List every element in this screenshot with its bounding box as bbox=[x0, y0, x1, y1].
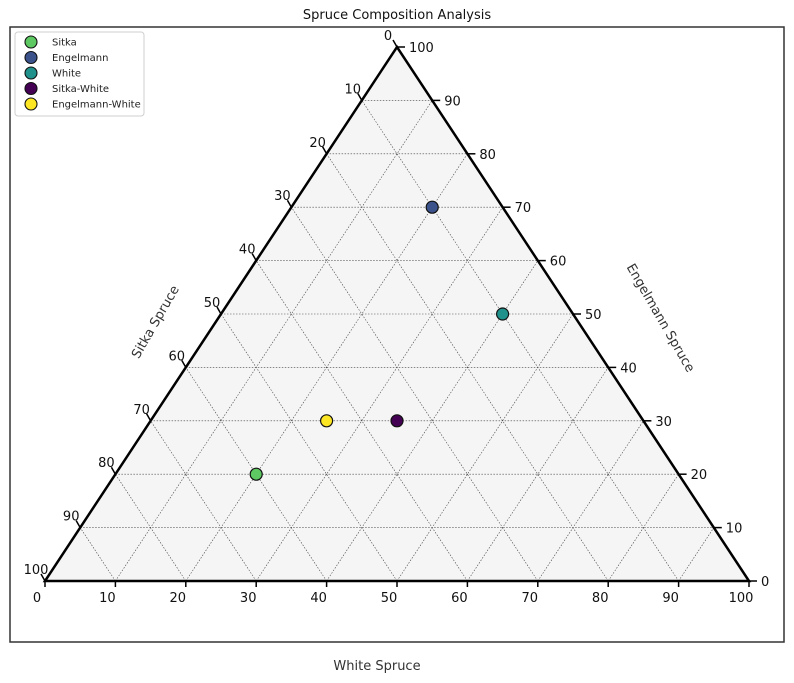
right-tick-label: 70 bbox=[515, 201, 532, 216]
data-point-engelmann bbox=[425, 200, 439, 214]
chart-title: Spruce Composition Analysis bbox=[303, 8, 491, 23]
left-tick-label: 10 bbox=[345, 82, 362, 97]
bottom-tick-label: 0 bbox=[33, 591, 41, 606]
bottom-tick-label: 40 bbox=[310, 591, 327, 606]
data-point-white bbox=[496, 307, 510, 321]
legend-marker bbox=[24, 66, 38, 80]
grid-line-white bbox=[255, 207, 503, 582]
bottom-tick-label: 100 bbox=[729, 591, 754, 606]
bottom-tick-label: 80 bbox=[592, 591, 609, 606]
right-tick-label: 0 bbox=[761, 575, 769, 590]
bottom-tick-label: 10 bbox=[99, 591, 116, 606]
grid-line-sitka bbox=[115, 474, 187, 582]
left-tick-mark bbox=[251, 253, 257, 261]
bottom-tick-label: 50 bbox=[381, 591, 398, 606]
left-tick-mark bbox=[321, 146, 328, 155]
bottom-tick-label: 60 bbox=[451, 591, 468, 606]
grid-line-sitka bbox=[220, 313, 398, 582]
legend: Sitka Engelmann White Sitka-White Engelmann-… bbox=[14, 31, 145, 117]
left-tick-mark bbox=[145, 413, 152, 422]
legend-marker bbox=[24, 81, 38, 96]
left-tick-label: 60 bbox=[169, 349, 186, 364]
bottom-tick-label: 90 bbox=[662, 591, 679, 606]
legend-box bbox=[14, 31, 145, 117]
right-tick-label: 100 bbox=[409, 41, 434, 56]
left-tick-label: 70 bbox=[133, 403, 150, 418]
legend-marker bbox=[24, 35, 38, 49]
legend-marker bbox=[24, 97, 38, 111]
right-tick-label: 20 bbox=[691, 468, 708, 483]
bottom-tick-label: 20 bbox=[170, 591, 187, 606]
left-tick-mark bbox=[75, 520, 81, 528]
left-tick-label: 30 bbox=[274, 189, 291, 204]
legend-label: Sitka bbox=[52, 38, 77, 49]
left-tick-label: 100 bbox=[24, 563, 49, 578]
right-tick-label: 90 bbox=[444, 94, 461, 109]
data-point-sitka bbox=[249, 467, 263, 481]
data-point-engelmann-white bbox=[320, 414, 334, 428]
right-tick-label: 30 bbox=[655, 415, 672, 430]
data-point-sitka-white bbox=[390, 414, 404, 428]
right-tick-label: 60 bbox=[550, 255, 567, 270]
left-tick-mark bbox=[216, 306, 222, 315]
grid-line-sitka bbox=[185, 367, 327, 582]
left-tick-label: 80 bbox=[98, 456, 115, 471]
triangle-background bbox=[45, 47, 749, 581]
grid-line-sitka bbox=[291, 207, 539, 582]
left-tick-mark bbox=[286, 199, 293, 208]
left-tick-label: 20 bbox=[309, 136, 326, 151]
left-tick-label: 50 bbox=[204, 296, 221, 311]
grid-line-white bbox=[537, 420, 644, 582]
left-tick-mark bbox=[392, 39, 398, 48]
bottom-axis-label: White Spruce bbox=[333, 659, 420, 674]
legend-label: Sitka-White bbox=[52, 84, 109, 95]
grid-line-white bbox=[396, 313, 574, 582]
grid-line-white bbox=[467, 367, 609, 582]
legend-label: Engelmann-White bbox=[52, 100, 141, 111]
right-tick-label: 80 bbox=[479, 148, 496, 163]
bottom-tick-label: 70 bbox=[522, 591, 539, 606]
left-tick-mark bbox=[40, 573, 46, 582]
left-tick-label: 0 bbox=[384, 29, 392, 44]
left-tick-mark bbox=[181, 360, 187, 368]
left-tick-mark bbox=[357, 93, 363, 101]
left-tick-mark bbox=[110, 466, 117, 475]
legend-label: White bbox=[52, 69, 81, 80]
left-tick-label: 90 bbox=[63, 510, 80, 525]
legend-label: Engelmann bbox=[52, 53, 108, 64]
right-tick-label: 10 bbox=[726, 522, 743, 537]
grid-line-sitka bbox=[150, 420, 257, 582]
right-tick-label: 40 bbox=[620, 361, 637, 376]
bottom-tick-label: 30 bbox=[240, 591, 257, 606]
left-tick-label: 40 bbox=[239, 243, 256, 258]
legend-marker bbox=[24, 50, 38, 65]
grid-line-white bbox=[607, 474, 679, 582]
right-tick-label: 50 bbox=[585, 308, 602, 323]
